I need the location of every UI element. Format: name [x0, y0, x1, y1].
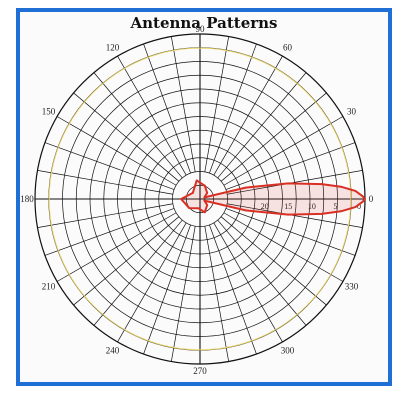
- angle-label-180: 180: [20, 194, 34, 204]
- polar-chart: Antenna Patterns 03060901201501802102402…: [20, 14, 374, 376]
- series-point: [361, 195, 364, 198]
- grid-spoke: [209, 224, 257, 355]
- grid-spoke: [217, 219, 307, 326]
- grid-spoke: [213, 222, 283, 343]
- series-group: [180, 179, 366, 216]
- grid-spoke: [117, 222, 187, 343]
- radial-label-0: 0: [357, 202, 361, 211]
- angle-label-270: 270: [193, 366, 207, 376]
- grid-spoke: [44, 142, 175, 190]
- series-point: [203, 211, 206, 214]
- grid-spoke: [143, 224, 191, 355]
- angle-label-30: 30: [347, 107, 357, 117]
- grid-spoke: [93, 72, 183, 179]
- angle-label-60: 60: [283, 42, 293, 52]
- grid-spoke: [227, 203, 363, 228]
- radial-label-5: 5: [333, 202, 337, 211]
- series-point: [203, 196, 206, 199]
- angle-label-210: 210: [42, 282, 56, 292]
- series-point: [354, 206, 357, 209]
- angle-label-90: 90: [196, 24, 206, 34]
- series-point: [320, 213, 323, 215]
- radial-label-10: 10: [308, 202, 316, 211]
- reference-circle: [48, 47, 352, 351]
- grid-spoke: [117, 55, 187, 176]
- series-point: [244, 209, 247, 212]
- grid-spoke: [143, 43, 191, 174]
- grid-spoke: [204, 226, 229, 362]
- series-point: [191, 192, 194, 194]
- series-point: [188, 207, 191, 209]
- series-point: [180, 198, 183, 200]
- series-point: [244, 186, 247, 189]
- angle-label-120: 120: [106, 42, 120, 52]
- grid-spoke: [37, 170, 173, 195]
- grid-spoke: [223, 116, 344, 186]
- series-point: [287, 213, 290, 216]
- grid-spoke: [171, 226, 196, 362]
- angle-label-300: 300: [281, 346, 295, 356]
- grid-spoke: [217, 72, 307, 179]
- chart-frame: Antenna Patterns 0 30 60 90 120 150 180 210 240 2…: [16, 8, 392, 386]
- radial-label-15: 15: [284, 202, 292, 211]
- reference-circle-line: [48, 47, 352, 351]
- series-point: [195, 179, 198, 182]
- series-point: [339, 185, 342, 188]
- angle-label-330: 330: [345, 282, 359, 292]
- grid-spoke: [223, 212, 344, 282]
- grid-spoke: [227, 170, 363, 195]
- grid-spoke: [93, 219, 183, 326]
- grid-spoke: [209, 43, 257, 174]
- grid-spoke: [56, 116, 177, 186]
- grid-spoke: [73, 92, 180, 182]
- grid-spoke: [204, 36, 229, 172]
- series-point: [320, 183, 323, 185]
- grid-spoke: [225, 142, 356, 190]
- radial-labels: 20 15 10 5 0: [261, 202, 361, 211]
- angle-label-0: 0: [369, 194, 374, 204]
- radial-label-20: 20: [261, 202, 269, 211]
- grid-spoke: [56, 212, 177, 282]
- grid-spoke: [213, 55, 283, 176]
- series-point: [203, 199, 206, 202]
- grid-spoke: [220, 92, 327, 182]
- grid-spoke: [44, 208, 175, 256]
- series-point: [339, 210, 342, 213]
- series-point: [361, 200, 364, 203]
- angle-label-240: 240: [106, 346, 120, 356]
- series-point: [203, 184, 206, 187]
- grid-spoke: [73, 216, 180, 306]
- grid-spoke: [171, 36, 196, 172]
- chart-title: Antenna Patterns: [129, 14, 277, 32]
- series-point: [364, 198, 366, 200]
- grid-spoke: [225, 208, 356, 256]
- series-point: [287, 182, 290, 185]
- polar-grid: [34, 33, 366, 365]
- series-point: [206, 204, 209, 206]
- grid-spoke: [220, 216, 327, 306]
- series-point: [206, 192, 209, 194]
- grid-spoke: [37, 203, 173, 228]
- series-point: [354, 189, 357, 192]
- angle-label-150: 150: [42, 107, 56, 117]
- series-point: [197, 207, 200, 210]
